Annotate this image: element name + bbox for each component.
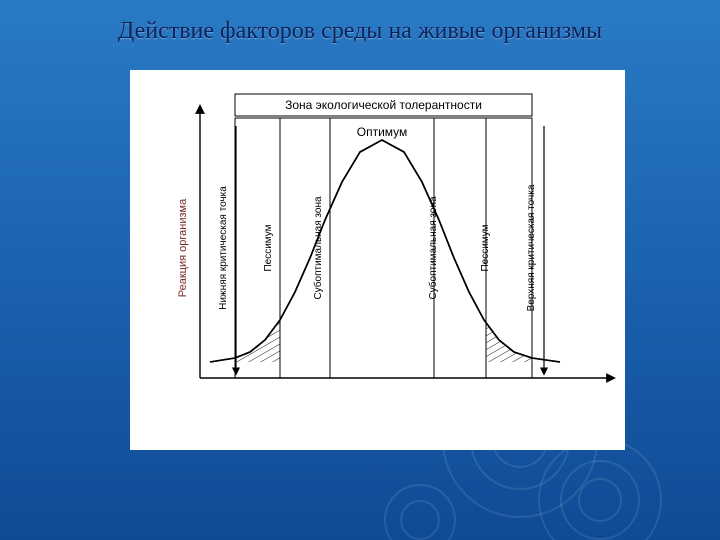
- svg-text:Реакция организма: Реакция организма: [177, 198, 189, 297]
- svg-text:Зона экологической толерантнос: Зона экологической толерантности: [285, 98, 482, 112]
- svg-text:Пессимум: Пессимум: [480, 224, 491, 271]
- svg-text:Пессимум: Пессимум: [263, 224, 274, 271]
- slide-title: Действие факторов среды на живые организ…: [0, 18, 720, 45]
- svg-text:Верхняя критическая точка: Верхняя критическая точка: [526, 184, 537, 311]
- svg-text:Нижняя критическая точка: Нижняя критическая точка: [218, 186, 229, 310]
- svg-text:Субоптимальная зона: Субоптимальная зона: [427, 196, 439, 300]
- tolerance-diagram: Зона экологической толерантности Оптимум Р…: [130, 70, 625, 450]
- svg-text:Субоптимальная зона: Субоптимальная зона: [312, 196, 324, 300]
- diagram-panel: Зона экологической толерантности Оптимум Р…: [130, 70, 625, 450]
- svg-text:Оптимум: Оптимум: [357, 125, 408, 139]
